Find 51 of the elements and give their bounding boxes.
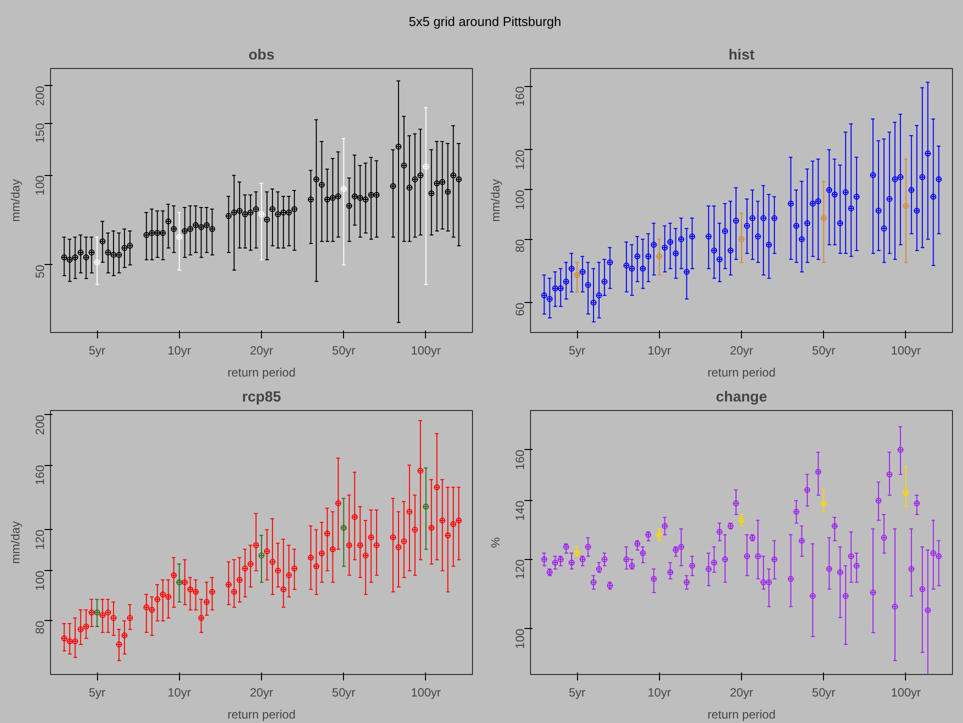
x-tick-label: 100yr [410,686,441,700]
y-tick-label: 160 [513,86,527,106]
x-tick-label: 5yr [568,344,586,358]
y-tick-label: 150 [33,122,47,144]
chart-title: hist [728,48,755,64]
x-tick-label: 100yr [890,344,921,358]
y-tick-label: 120 [33,529,47,550]
y-tick-label: 100 [33,175,47,196]
y-axis-title: mm/day [8,521,22,564]
x-axis-title: return period [227,708,296,722]
x-tick-label: 10yr [648,344,671,358]
x-tick-label: 50yr [812,686,836,700]
y-tick-label: 160 [33,464,47,486]
y-tick-label: 100 [513,628,527,649]
y-tick-label: 60 [513,302,527,316]
x-tick-label: 100yr [410,344,441,358]
x-tick-label: 20yr [250,344,274,358]
y-tick-label: 200 [33,86,47,106]
y-tick-label: 200 [33,414,47,435]
y-tick-label: 80 [513,238,527,253]
y-tick-label: 160 [513,449,527,470]
y-axis-title: % [488,536,502,548]
y-tick-label: 120 [513,559,527,580]
chart-title: rcp85 [242,390,282,406]
x-tick-label: 20yr [730,686,754,700]
y-axis-title: mm/day [8,179,22,222]
x-axis-title: return period [707,708,776,722]
y-tick-label: 140 [513,500,527,521]
x-tick-label: 10yr [168,686,191,700]
text: 5x5 grid around Pittsburgh [408,13,562,31]
x-tick-label: 10yr [648,686,671,700]
x-tick-label: 5yr [88,686,106,700]
x-tick-label: 20yr [250,686,274,700]
chart-title: change [716,390,768,406]
y-tick-label: 120 [513,149,527,170]
x-axis-title: return period [707,366,776,380]
x-axis-title: return period [227,366,296,380]
x-tick-label: 20yr [730,344,754,358]
y-tick-label: 100 [513,190,527,210]
x-tick-label: 100yr [890,686,921,700]
x-tick-label: 5yr [88,344,106,358]
y-axis-title: mm/day [488,179,502,222]
x-tick-label: 50yr [332,344,356,358]
x-tick-label: 50yr [812,344,836,358]
chart-title: obs [248,48,275,64]
y-tick-label: 100 [33,570,47,591]
y-tick-label: 80 [33,620,47,634]
y-tick-label: 50 [33,264,47,278]
x-tick-label: 10yr [168,344,191,358]
x-tick-label: 50yr [332,686,356,700]
x-tick-label: 5yr [568,686,586,700]
